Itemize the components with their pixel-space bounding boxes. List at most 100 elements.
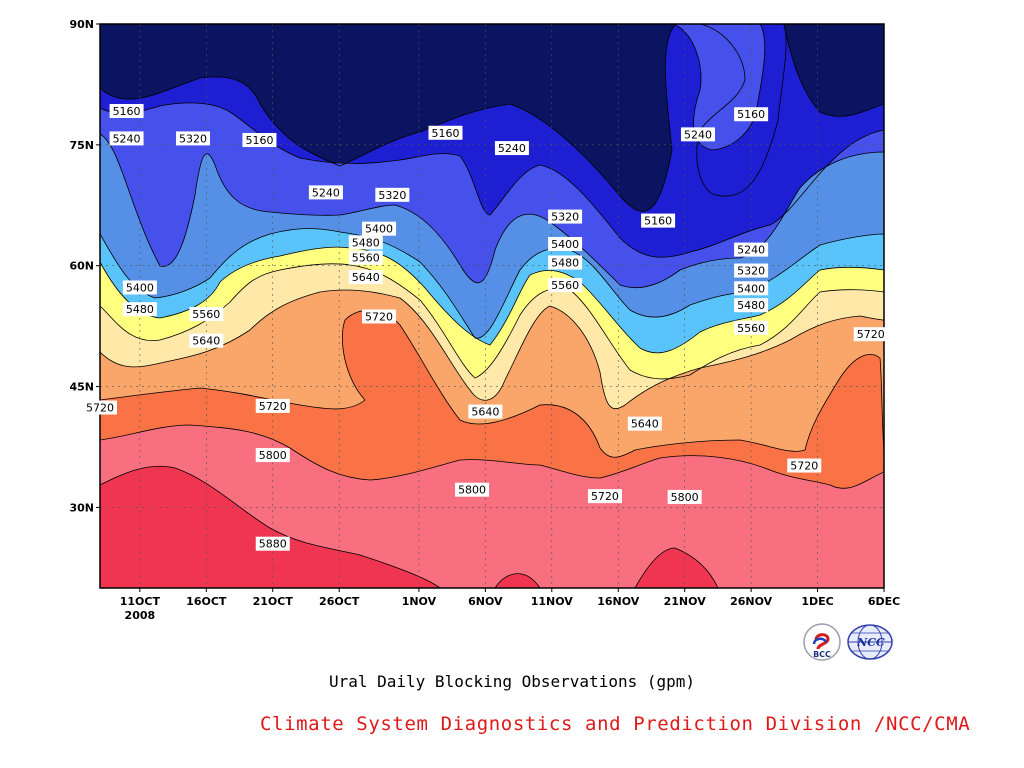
- contour-label-bg: [734, 242, 769, 257]
- contour-label-value: 5560: [352, 252, 380, 265]
- contour-label: 5560: [189, 307, 224, 322]
- contour-label: 5480: [734, 298, 769, 313]
- contour-label-bg: [548, 278, 583, 293]
- contour-label: 5800: [255, 448, 290, 463]
- contour-label-bg: [734, 107, 769, 122]
- x-tick-label: 16NOV: [597, 595, 640, 608]
- contour-labels: 5160 5240 5320 5160 5240 5320 5160 5240 5400 5480…: [83, 104, 888, 551]
- contour-label: 5720: [362, 309, 397, 324]
- contour-label-value: 5720: [591, 490, 619, 503]
- contour-label-bg: [189, 307, 224, 322]
- contour-label: 5720: [587, 489, 622, 504]
- contour-label-bg: [734, 263, 769, 278]
- contour-label-value: 5240: [498, 142, 526, 155]
- contour-label-bg: [362, 309, 397, 324]
- contour-band-above-5880-patch2: [495, 573, 540, 588]
- contour-label: 5160: [428, 125, 463, 140]
- contour-label-bg: [308, 185, 343, 200]
- x-tick-label: 6NOV: [468, 595, 503, 608]
- contour-label: 5240: [734, 242, 769, 257]
- contour-label-bg: [734, 320, 769, 335]
- contour-label: 5320: [176, 131, 211, 146]
- contour-label: 5400: [548, 236, 583, 251]
- contour-band-above-5880: [100, 466, 440, 588]
- contour-label-bg: [348, 250, 383, 265]
- contour-label: 5400: [734, 281, 769, 296]
- contour-label: 5160: [109, 104, 144, 119]
- contour-label-value: 5400: [365, 223, 393, 236]
- contour-label-bg: [375, 187, 410, 202]
- contour-label: 5640: [468, 404, 503, 419]
- contour-label: 5560: [548, 278, 583, 293]
- x-tick-label: 1NOV: [402, 595, 437, 608]
- x-axis: 11OCT 16OCT 21OCT 26OCT 1NOV 6NOV 11NOV 16NOV 21…: [120, 588, 900, 622]
- contour-label-value: 5400: [126, 281, 154, 294]
- contour-label-value: 5240: [312, 186, 340, 199]
- contour-label-bg: [787, 458, 822, 473]
- contour-label-value: 5160: [245, 134, 273, 147]
- contour-label-value: 5560: [551, 279, 579, 292]
- contour-label: 5640: [627, 416, 662, 431]
- contour-line: [634, 547, 719, 588]
- contour-line: [100, 133, 884, 588]
- contour-label-value: 5800: [259, 449, 287, 462]
- contour-label-value: 5320: [179, 132, 207, 145]
- contour-label: 5320: [375, 187, 410, 202]
- contour-label: 5160: [641, 213, 676, 228]
- contour-label-bg: [627, 416, 662, 431]
- contour-label: 5480: [548, 255, 583, 270]
- contour-label-bg: [548, 255, 583, 270]
- contour-label-value: 5400: [551, 238, 579, 251]
- contour-label-value: 5560: [192, 308, 220, 321]
- ncc-globe-logo-icon: NCC: [847, 624, 893, 660]
- contour-label-value: 5160: [431, 127, 459, 140]
- contour-label-value: 5640: [352, 271, 380, 284]
- contour-label-bg: [734, 281, 769, 296]
- y-axis: 30N 45N 60N 75N 90N: [69, 18, 100, 514]
- contour-label-value: 5640: [471, 406, 499, 419]
- y-tick-label: 75N: [69, 139, 94, 152]
- contour-label-bg: [428, 125, 463, 140]
- y-tick-label: 45N: [69, 381, 94, 394]
- contour-label-value: 5240: [113, 132, 141, 145]
- contour-label-bg: [83, 400, 117, 415]
- contour-label: 5400: [362, 221, 397, 236]
- x-tick-label: 21OCT: [253, 595, 294, 608]
- contour-line: [100, 309, 884, 588]
- contour-label-value: 5720: [259, 400, 287, 413]
- ncc-logo-text: NCC: [856, 636, 885, 649]
- contour-label: 5240: [680, 127, 715, 142]
- contour-label-bg: [455, 482, 490, 497]
- contour-line: [100, 424, 884, 588]
- contour-label: 5320: [734, 263, 769, 278]
- bcc-logo-text: BCC: [813, 650, 831, 659]
- contour-label: 5880: [255, 536, 290, 551]
- contour-label-bg: [494, 141, 529, 156]
- contour-line: [100, 465, 441, 588]
- contour-label: 5240: [308, 185, 343, 200]
- contour-label-bg: [348, 269, 383, 284]
- contour-line: [100, 263, 884, 588]
- contour-label: 5640: [189, 333, 224, 348]
- contour-label: 5720: [255, 398, 290, 413]
- contour-label-value: 5640: [631, 418, 659, 431]
- contour-label: 5720: [853, 327, 888, 342]
- contour-label-bg: [641, 213, 676, 228]
- contour-label-bg: [348, 235, 383, 250]
- contour-line: [696, 24, 787, 197]
- chart-title: Ural Daily Blocking Observations (gpm): [328, 672, 696, 691]
- contour-label-bg: [255, 398, 290, 413]
- contour-label-value: 5880: [259, 538, 287, 551]
- contour-label: 5720: [787, 458, 822, 473]
- contour-label-value: 5720: [86, 402, 114, 415]
- contour-line: [100, 102, 884, 588]
- contour-label-value: 5560: [737, 322, 765, 335]
- x-year-label: 2008: [125, 609, 156, 622]
- contour-label: 5480: [122, 302, 157, 317]
- contour-label-bg: [176, 131, 211, 146]
- contour-label-bg: [255, 536, 290, 551]
- y-tick-label: 90N: [69, 18, 94, 31]
- contour-label-value: 5640: [192, 335, 220, 348]
- contour-label-value: 5240: [684, 128, 712, 141]
